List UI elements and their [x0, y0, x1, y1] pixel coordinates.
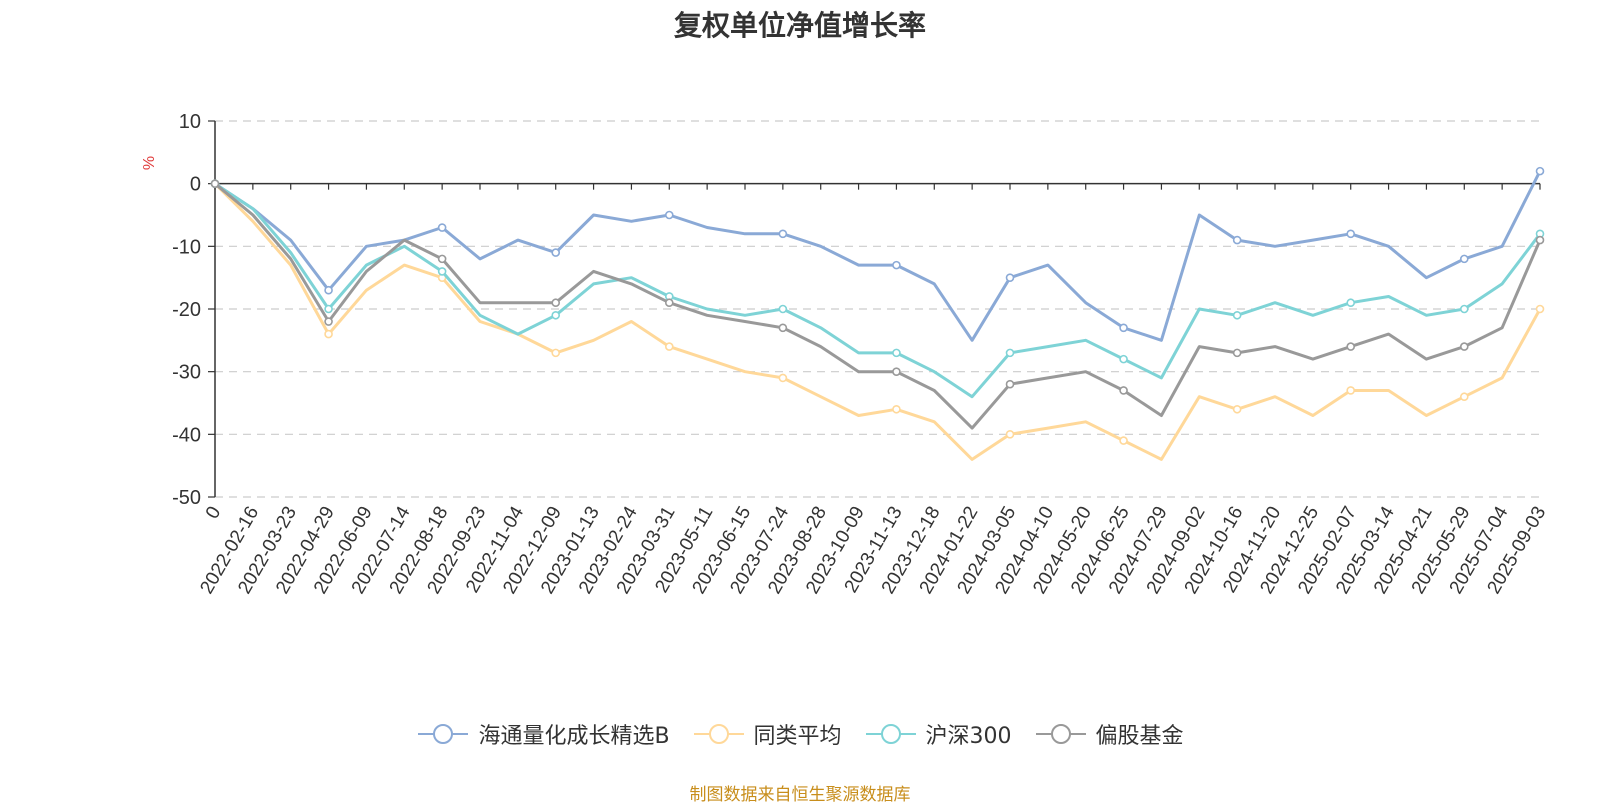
data-point — [324, 285, 333, 295]
data-point — [1346, 229, 1356, 239]
data-point — [1535, 166, 1545, 176]
data-point — [1005, 348, 1015, 358]
data-point — [1119, 354, 1128, 364]
data-point — [551, 348, 561, 358]
y-tick-label: 10 — [179, 111, 201, 133]
y-tick-label: -40 — [172, 424, 201, 446]
grid-lines — [215, 120, 1540, 498]
data-point — [1346, 298, 1356, 308]
legend-marker-icon — [865, 724, 916, 744]
data-point — [1459, 342, 1469, 351]
data-point — [551, 248, 561, 257]
legend-label: 沪深300 — [925, 724, 1012, 749]
legend-marker-icon — [1035, 724, 1086, 744]
legend: 海通量化成长精选B 同类平均 沪深300 偏股基金 — [0, 718, 1600, 750]
legend-item[interactable]: 沪深300 — [864, 718, 1012, 750]
x-tick-label: 0 — [202, 503, 225, 523]
legend-label: 同类平均 — [753, 724, 842, 749]
data-point — [1459, 254, 1469, 264]
y-tick-label: -10 — [172, 236, 201, 258]
data-point — [551, 298, 561, 308]
data-point — [1232, 235, 1242, 245]
series-line — [214, 170, 1542, 342]
data-point — [778, 323, 788, 333]
data-point — [1232, 404, 1242, 414]
data-point — [210, 179, 220, 188]
y-tick-label: -30 — [172, 362, 201, 384]
y-axis-unit-label: % — [141, 156, 158, 170]
data-point — [1232, 310, 1242, 320]
data-point — [1346, 342, 1356, 351]
data-point — [778, 373, 788, 383]
data-point — [664, 342, 674, 351]
data-point — [1005, 430, 1015, 439]
legend-marker-icon — [418, 724, 469, 744]
data-point — [324, 317, 333, 326]
legend-item[interactable]: 偏股基金 — [1034, 718, 1184, 750]
y-axis-ticks: 10 0 -10 -20 -30 -40 -50 — [172, 111, 215, 509]
series-line — [214, 182, 1542, 399]
data-point — [892, 404, 901, 414]
chart-title: 复权单位净值增长率 — [673, 9, 926, 42]
data-point — [324, 304, 333, 314]
data-point — [1535, 304, 1545, 314]
data-point — [778, 304, 788, 314]
data-point — [1119, 386, 1128, 395]
series-lines — [210, 166, 1545, 461]
data-point — [1459, 392, 1469, 402]
data-point — [1232, 348, 1242, 358]
data-point — [664, 298, 674, 308]
data-point — [892, 367, 901, 376]
y-tick-label: -20 — [172, 299, 201, 321]
data-point — [1119, 436, 1128, 445]
source-note: 制图数据来自恒生聚源数据库 — [689, 785, 911, 805]
data-point — [892, 348, 901, 358]
data-point — [1005, 273, 1015, 282]
series-line — [214, 182, 1542, 430]
series-line — [213, 182, 1542, 461]
data-point — [551, 310, 561, 320]
legend-marker-icon — [693, 724, 744, 744]
data-point — [437, 267, 447, 276]
data-point — [1346, 386, 1356, 395]
legend-item[interactable]: 同类平均 — [692, 718, 842, 750]
data-point — [437, 223, 447, 232]
data-point — [1535, 235, 1545, 245]
legend-label: 海通量化成长精选B — [478, 724, 670, 749]
data-point — [437, 254, 447, 264]
y-tick-label: 0 — [190, 174, 201, 196]
data-point — [664, 210, 674, 220]
legend-item[interactable]: 海通量化成长精选B — [416, 718, 670, 750]
data-point — [1459, 304, 1469, 314]
data-point — [1005, 379, 1015, 389]
data-point — [778, 229, 788, 239]
data-point — [324, 329, 333, 339]
data-point — [1119, 323, 1128, 333]
legend-label: 偏股基金 — [1095, 724, 1184, 749]
data-point — [892, 260, 901, 270]
y-tick-label: -50 — [172, 487, 201, 509]
